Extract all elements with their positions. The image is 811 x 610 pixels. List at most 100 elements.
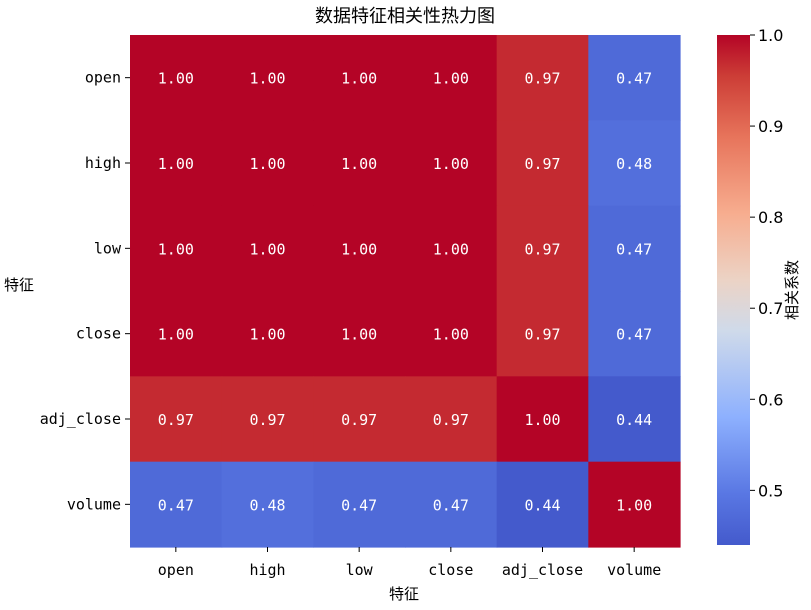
y-tick-label-adj_close: adj_close — [40, 410, 121, 428]
cell-value-adj_close-low: 0.97 — [341, 411, 377, 429]
x-axis-ticks: open high low close adj_close volume — [158, 547, 661, 579]
cell-value-low-low: 1.00 — [341, 240, 377, 258]
cell-value-high-low: 1.00 — [341, 155, 377, 173]
x-tick-label-close: close — [428, 561, 473, 579]
x-axis-label: 特征 — [389, 585, 419, 603]
heatmap-cell-open-high — [221, 35, 314, 121]
x-tick-label-adj_close: adj_close — [502, 561, 583, 579]
colorbar-ticks: 0.5 0.6 0.7 0.8 0.9 1.0 — [750, 26, 783, 500]
heatmap-cell-high-high — [221, 120, 314, 207]
colorbar — [717, 35, 750, 545]
cell-value-low-close: 1.00 — [433, 240, 469, 258]
heatmap-cell-adj_close-open — [130, 376, 223, 463]
cell-value-low-adj_close: 0.97 — [524, 240, 560, 258]
heatmap-cell-close-volume — [588, 291, 681, 377]
cell-value-close-volume: 0.47 — [616, 326, 652, 344]
cell-value-low-high: 1.00 — [249, 240, 285, 258]
cell-value-adj_close-close: 0.97 — [433, 411, 469, 429]
heatmap-cell-adj_close-close — [405, 376, 498, 463]
colorbar-tick-label: 0.5 — [758, 481, 783, 500]
y-tick-label-close: close — [76, 325, 121, 343]
colorbar-tick-label: 1.0 — [758, 26, 783, 45]
y-tick-label-volume: volume — [67, 495, 121, 513]
heatmap-cell-high-volume — [588, 120, 681, 207]
heatmap-cell-close-open — [130, 291, 223, 377]
colorbar-tick-label: 0.9 — [758, 117, 783, 136]
cell-value-high-close: 1.00 — [433, 155, 469, 173]
heatmap-cell-open-low — [313, 35, 406, 121]
colorbar-label: 相关系数 — [783, 260, 801, 320]
cell-value-adj_close-open: 0.97 — [158, 411, 194, 429]
heatmap-cell-low-close — [405, 205, 498, 292]
heatmap-cell-high-adj_close — [496, 120, 589, 207]
cell-value-volume-high: 0.48 — [249, 496, 285, 514]
heatmap-cell-high-open — [130, 120, 223, 207]
x-tick-label-high: high — [249, 561, 285, 579]
heatmap-cell-adj_close-high — [221, 376, 314, 463]
y-tick-label-high: high — [85, 154, 121, 172]
heatmap-cell-high-low — [313, 120, 406, 207]
colorbar-tick-label: 0.7 — [758, 299, 783, 318]
colorbar-tick-label: 0.6 — [758, 390, 783, 409]
cell-value-open-low: 1.00 — [341, 70, 377, 88]
heatmap-cell-volume-adj_close — [496, 461, 589, 548]
heatmap-cell-low-low — [313, 205, 406, 292]
cell-value-volume-low: 0.47 — [341, 496, 377, 514]
heatmap-cell-close-adj_close — [496, 291, 589, 377]
cell-value-close-adj_close: 0.97 — [524, 326, 560, 344]
heatmap-cell-adj_close-low — [313, 376, 406, 463]
cell-value-volume-volume: 1.00 — [616, 496, 652, 514]
cell-value-low-volume: 0.47 — [616, 240, 652, 258]
cell-value-adj_close-volume: 0.44 — [616, 411, 652, 429]
heatmap-cell-low-adj_close — [496, 205, 589, 292]
cell-value-volume-close: 0.47 — [433, 496, 469, 514]
heatmap-cell-open-open — [130, 35, 223, 121]
heatmap-cell-low-high — [221, 205, 314, 292]
cell-value-open-volume: 0.47 — [616, 70, 652, 88]
heatmap-cell-adj_close-volume — [588, 376, 681, 463]
cell-value-labels: 1.00 1.00 1.00 1.00 0.97 0.47 1.00 1.00 1.00 1.00… — [158, 70, 652, 515]
cell-value-close-high: 1.00 — [249, 326, 285, 344]
heatmap-cell-open-close — [405, 35, 498, 121]
heatmap-cell-volume-low — [313, 461, 406, 548]
heatmap-cell-volume-open — [130, 461, 223, 548]
cell-value-close-close: 1.00 — [433, 326, 469, 344]
heatmap-cell-low-volume — [588, 205, 681, 292]
cell-value-open-open: 1.00 — [158, 70, 194, 88]
colorbar-tick-label: 0.8 — [758, 208, 783, 227]
cell-value-open-close: 1.00 — [433, 70, 469, 88]
cell-value-adj_close-adj_close: 1.00 — [524, 411, 560, 429]
heatmap-cell-open-adj_close — [496, 35, 589, 121]
heatmap-cell-low-open — [130, 205, 223, 292]
x-tick-label-volume: volume — [607, 561, 661, 579]
y-tick-label-open: open — [85, 69, 121, 87]
heatmap-cell-volume-volume — [588, 461, 681, 548]
heatmap-cell-volume-high — [221, 461, 314, 548]
heatmap-cell-close-low — [313, 291, 406, 377]
heatmap-cell-close-high — [221, 291, 314, 377]
cell-value-high-adj_close: 0.97 — [524, 155, 560, 173]
heatmap-cell-high-close — [405, 120, 498, 207]
cell-value-high-volume: 0.48 — [616, 155, 652, 173]
cell-value-high-high: 1.00 — [249, 155, 285, 173]
cell-value-high-open: 1.00 — [158, 155, 194, 173]
cell-value-volume-adj_close: 0.44 — [524, 496, 560, 514]
heatmap-cell-close-close — [405, 291, 498, 377]
x-tick-label-open: open — [158, 561, 194, 579]
cell-value-volume-open: 0.47 — [158, 496, 194, 514]
cell-value-open-high: 1.00 — [249, 70, 285, 88]
heatmap-cell-adj_close-adj_close — [496, 376, 589, 463]
heatmap-cell-open-volume — [588, 35, 681, 121]
cell-value-close-open: 1.00 — [158, 326, 194, 344]
heatmap-cells — [130, 35, 681, 548]
heatmap-cell-volume-close — [405, 461, 498, 548]
x-tick-label-low: low — [346, 561, 374, 579]
cell-value-low-open: 1.00 — [158, 240, 194, 258]
cell-value-close-low: 1.00 — [341, 326, 377, 344]
cell-value-open-adj_close: 0.97 — [524, 70, 560, 88]
y-axis-label: 特征 — [4, 276, 34, 294]
chart-title: 数据特征相关性热力图 — [315, 6, 495, 27]
y-tick-label-low: low — [94, 239, 122, 257]
